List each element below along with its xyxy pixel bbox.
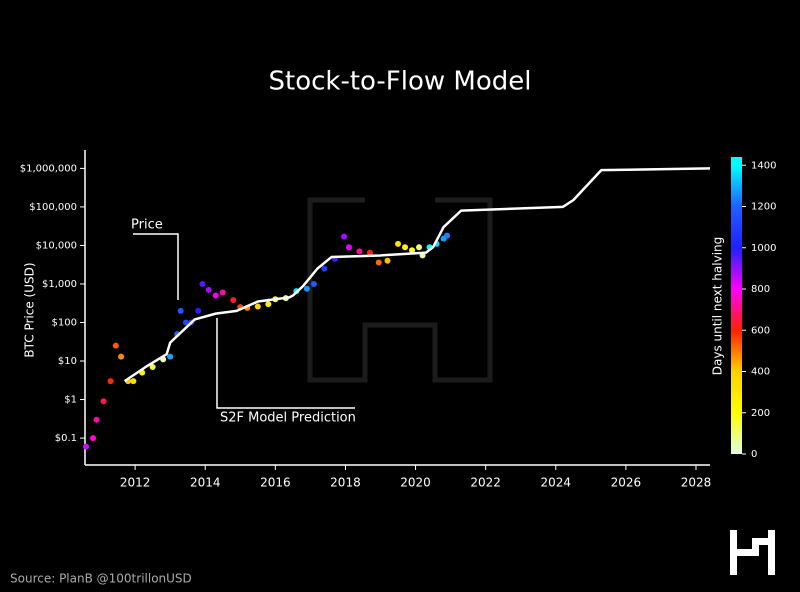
colorbar-tick-label: 1400	[751, 160, 776, 171]
price-point	[303, 285, 310, 292]
price-point	[321, 265, 328, 272]
y-tick-label: $100,000	[29, 202, 77, 213]
source: Source: PlanB @100trillonUSD	[10, 572, 192, 586]
price-point	[416, 244, 423, 251]
price-point	[265, 301, 272, 308]
price-point	[182, 319, 189, 326]
s2f-annotation: S2F Model Prediction	[220, 411, 356, 426]
price-callout	[133, 233, 179, 300]
colorbar-tick-label: 1200	[751, 202, 776, 213]
price-point	[205, 286, 212, 293]
price-point	[310, 280, 317, 287]
colorbar-tick-label: 200	[751, 408, 770, 419]
y-tick-label: $100	[52, 317, 77, 328]
price-point	[356, 248, 363, 255]
x-tick-label: 2024	[540, 476, 571, 490]
y-tick-label: $1,000	[42, 279, 77, 290]
price-point	[366, 249, 373, 256]
colorbar-tick-label: 400	[751, 367, 770, 378]
price-point	[100, 398, 107, 405]
x-tick-label: 2020	[400, 476, 431, 490]
x-tick-label: 2016	[260, 476, 291, 490]
colorbar-tick-label: 1000	[751, 243, 776, 254]
price-point	[195, 307, 202, 314]
price-point	[212, 292, 219, 299]
y-tick-label: $10	[58, 356, 77, 367]
y-tick-label: $10,000	[36, 240, 77, 251]
price-point	[130, 378, 137, 385]
x-tick-label: 2022	[470, 476, 501, 490]
price-point	[230, 297, 237, 304]
price-point	[219, 289, 226, 296]
price-point	[107, 378, 114, 385]
colorbar-tick-label: 600	[751, 325, 770, 336]
price-annotation: Price	[131, 218, 163, 233]
colorbar-tick-label: 800	[751, 284, 770, 295]
price-point	[177, 307, 184, 314]
x-tick-label: 2018	[330, 476, 361, 490]
x-tick-label: 2026	[611, 476, 642, 490]
price-point	[112, 342, 119, 349]
price-point	[254, 303, 261, 310]
price-point	[384, 257, 391, 264]
chart-title: Stock-to-Flow Model	[269, 67, 532, 97]
colorbar-tick-label: 0	[751, 449, 757, 460]
x-tick-label: 2014	[190, 476, 221, 490]
x-tick-label: 2028	[681, 476, 712, 490]
logo	[730, 530, 775, 575]
price-point	[375, 259, 382, 266]
price-point	[345, 244, 352, 251]
price-point	[402, 244, 409, 251]
y-axis-label: BTC Price (USD)	[23, 262, 37, 357]
y-tick-label: $0.1	[55, 433, 77, 444]
watermark	[307, 197, 493, 383]
s2f-callout	[216, 318, 355, 409]
price-point	[341, 233, 348, 240]
x-tick-label: 2012	[120, 476, 151, 490]
price-point	[118, 353, 125, 360]
price-point	[149, 363, 156, 370]
price-point	[199, 280, 206, 287]
y-tick-label: $1	[64, 395, 77, 406]
price-point	[409, 247, 416, 254]
price-point	[83, 443, 90, 450]
model-line	[123, 167, 711, 383]
price-point	[167, 353, 174, 360]
price-point	[444, 232, 451, 239]
price-point	[90, 435, 97, 442]
colorbar	[731, 157, 742, 454]
price-point	[395, 240, 402, 247]
price-point	[93, 416, 100, 423]
colorbar-label: Days until next halving	[711, 237, 725, 376]
y-tick-label: $1,000,000	[20, 163, 77, 174]
